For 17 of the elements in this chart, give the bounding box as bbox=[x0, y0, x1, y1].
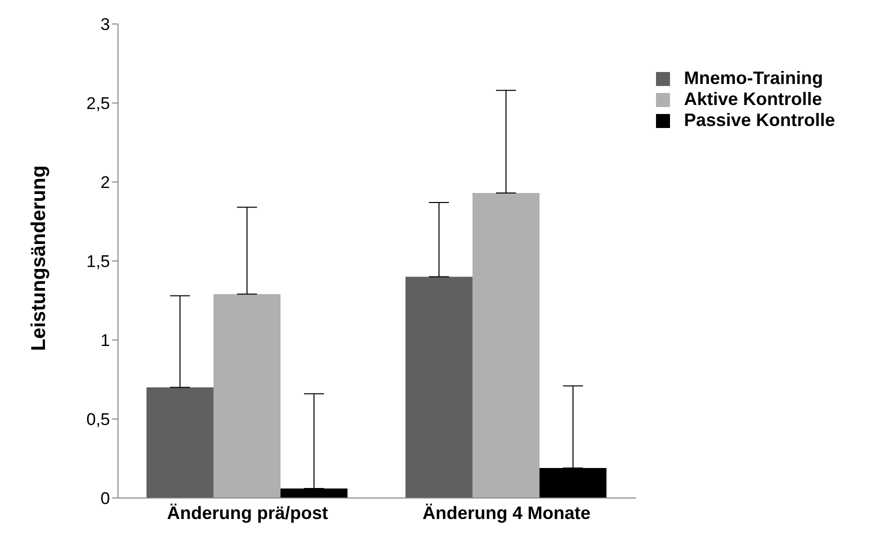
bar bbox=[213, 294, 280, 498]
legend-label: Mnemo-Training bbox=[684, 68, 823, 88]
y-tick-label: 3 bbox=[100, 15, 110, 34]
y-tick-label: 1 bbox=[100, 331, 110, 350]
bar bbox=[472, 193, 540, 498]
bar bbox=[405, 276, 472, 498]
y-axis-title: Leistungsänderung bbox=[28, 165, 50, 351]
legend-label: Passive Kontrolle bbox=[684, 110, 836, 130]
y-tick-label: 0,5 bbox=[86, 410, 110, 430]
legend-label: Aktive Kontrolle bbox=[684, 89, 822, 109]
y-tick-label: 1,5 bbox=[86, 252, 110, 272]
y-tick-label: 2,5 bbox=[86, 94, 110, 114]
y-tick-label: 0 bbox=[100, 489, 110, 508]
x-tick-label: Änderung 4 Monate bbox=[422, 502, 591, 523]
y-tick-label: 2 bbox=[100, 173, 110, 192]
x-tick-label: Änderung prä/post bbox=[167, 502, 328, 523]
bar bbox=[146, 387, 214, 498]
